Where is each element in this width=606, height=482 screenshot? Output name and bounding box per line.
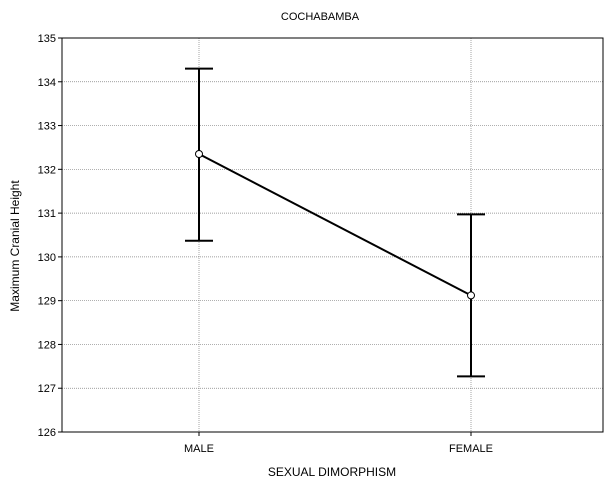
data-marks (185, 67, 485, 378)
y-tick-label: 132 (38, 164, 56, 176)
y-tick-label: 134 (38, 77, 56, 89)
x-tick-label: FEMALE (449, 443, 493, 455)
y-tick-label: 128 (38, 339, 56, 351)
x-tick-label: MALE (184, 443, 214, 455)
x-axis-ticks: MALE FEMALE (184, 432, 493, 455)
y-tick-label: 127 (38, 383, 56, 395)
y-tick-label: 131 (38, 208, 56, 220)
mean-point (195, 150, 203, 159)
y-tick-label: 135 (38, 33, 56, 45)
mean-line (198, 153, 472, 297)
y-tick-label: 133 (38, 121, 56, 133)
x-axis-label: SEXUAL DIMORPHISM (268, 465, 396, 479)
chart-title: COCHABAMBA (281, 11, 360, 23)
y-tick-label: 130 (38, 252, 56, 264)
grid (62, 38, 603, 432)
y-axis-label: Maximum Cranial Height (8, 180, 22, 312)
y-axis-ticks: 126 127 128 129 130 131 132 133 134 135 (38, 33, 62, 439)
y-tick-label: 129 (38, 296, 56, 308)
mean-point (467, 291, 475, 300)
plot-frame (61, 37, 604, 433)
y-tick-label: 126 (38, 427, 56, 439)
